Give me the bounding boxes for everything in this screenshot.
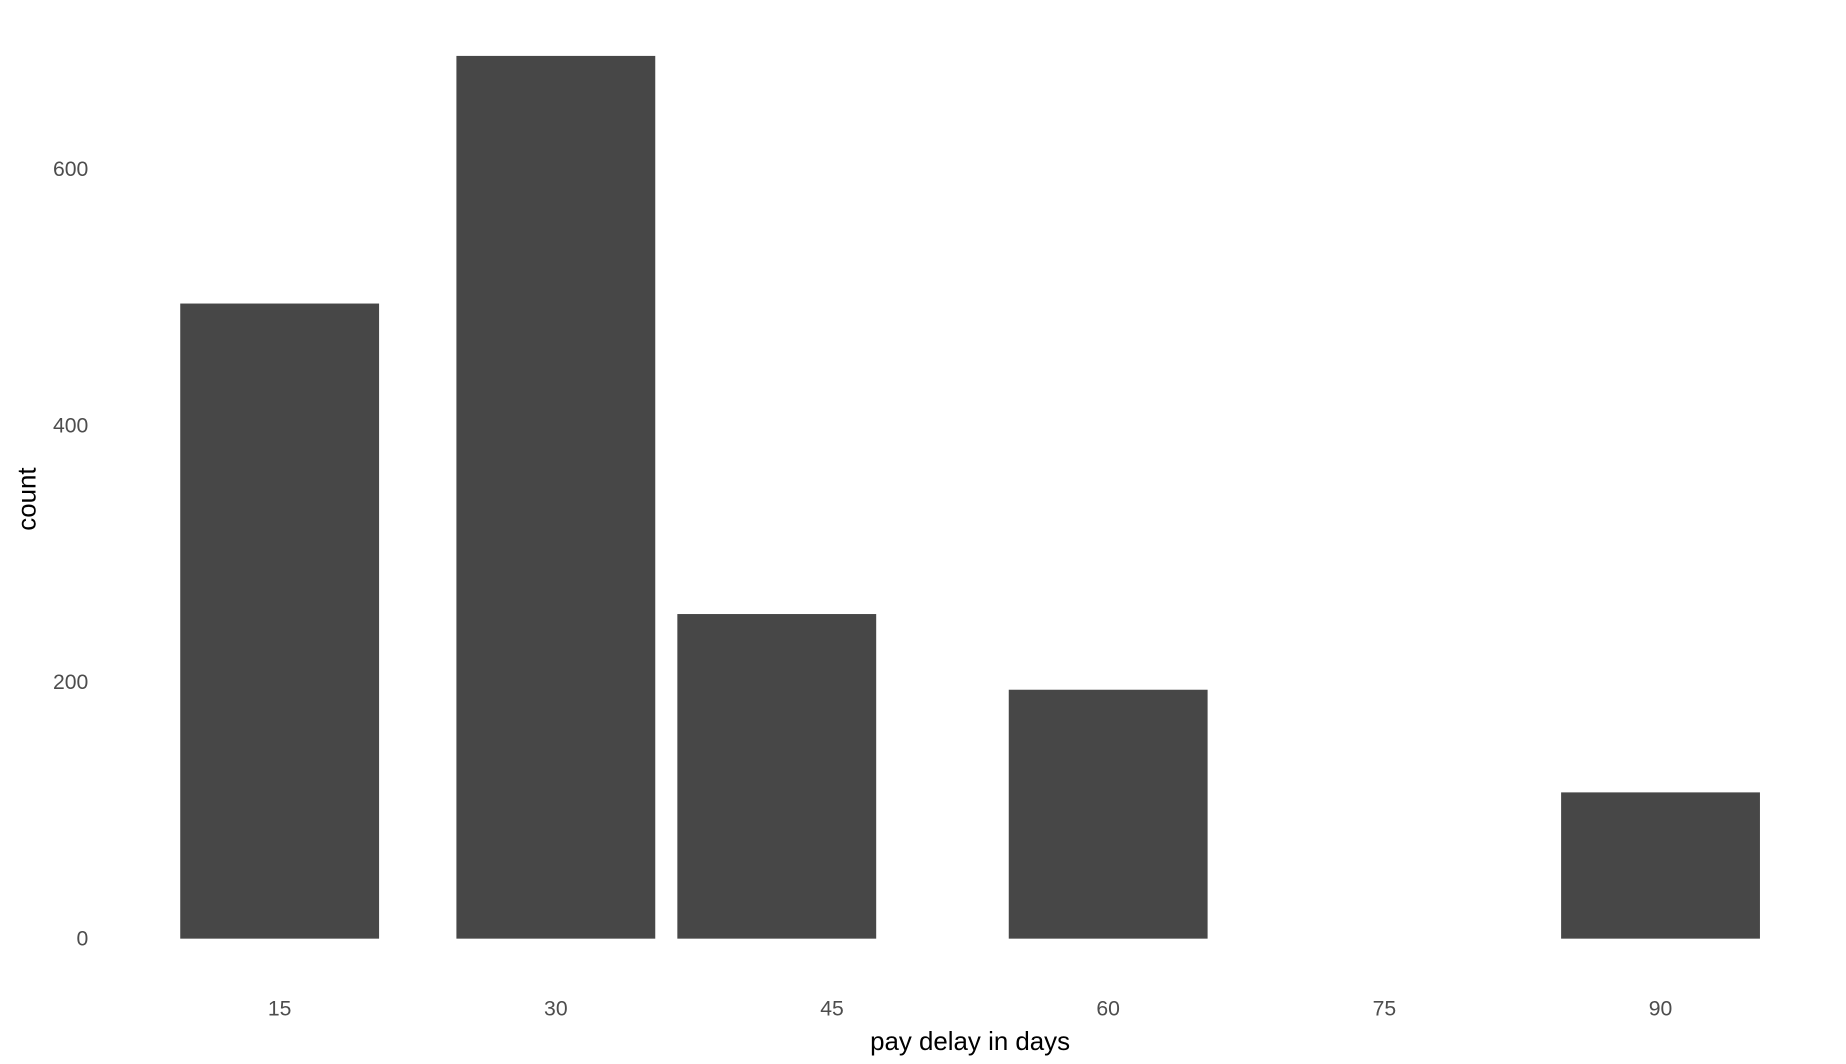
x-tick-label: 45 <box>820 998 844 1021</box>
y-tick-label: 600 <box>53 158 88 181</box>
x-tick-label: 75 <box>1373 998 1397 1021</box>
labels: 0 200 400 600 15 30 45 60 75 90 <box>53 158 1672 1021</box>
x-tick-label: 30 <box>544 998 568 1021</box>
x-tick-label: 15 <box>268 998 292 1021</box>
bar <box>456 55 656 939</box>
y-tick-label: 200 <box>53 671 88 694</box>
x-tick-label: 90 <box>1649 998 1673 1021</box>
bar <box>677 614 877 939</box>
bar <box>180 303 380 939</box>
x-tick-label: 60 <box>1096 998 1120 1021</box>
y-tick-label: 400 <box>53 414 88 437</box>
bar <box>1561 792 1760 939</box>
bar <box>1008 689 1208 939</box>
x-axis-title: pay delay in days <box>870 1028 1070 1056</box>
y-axis-title: count <box>13 467 41 530</box>
y-tick-label: 0 <box>77 928 89 951</box>
bars <box>180 55 1760 939</box>
